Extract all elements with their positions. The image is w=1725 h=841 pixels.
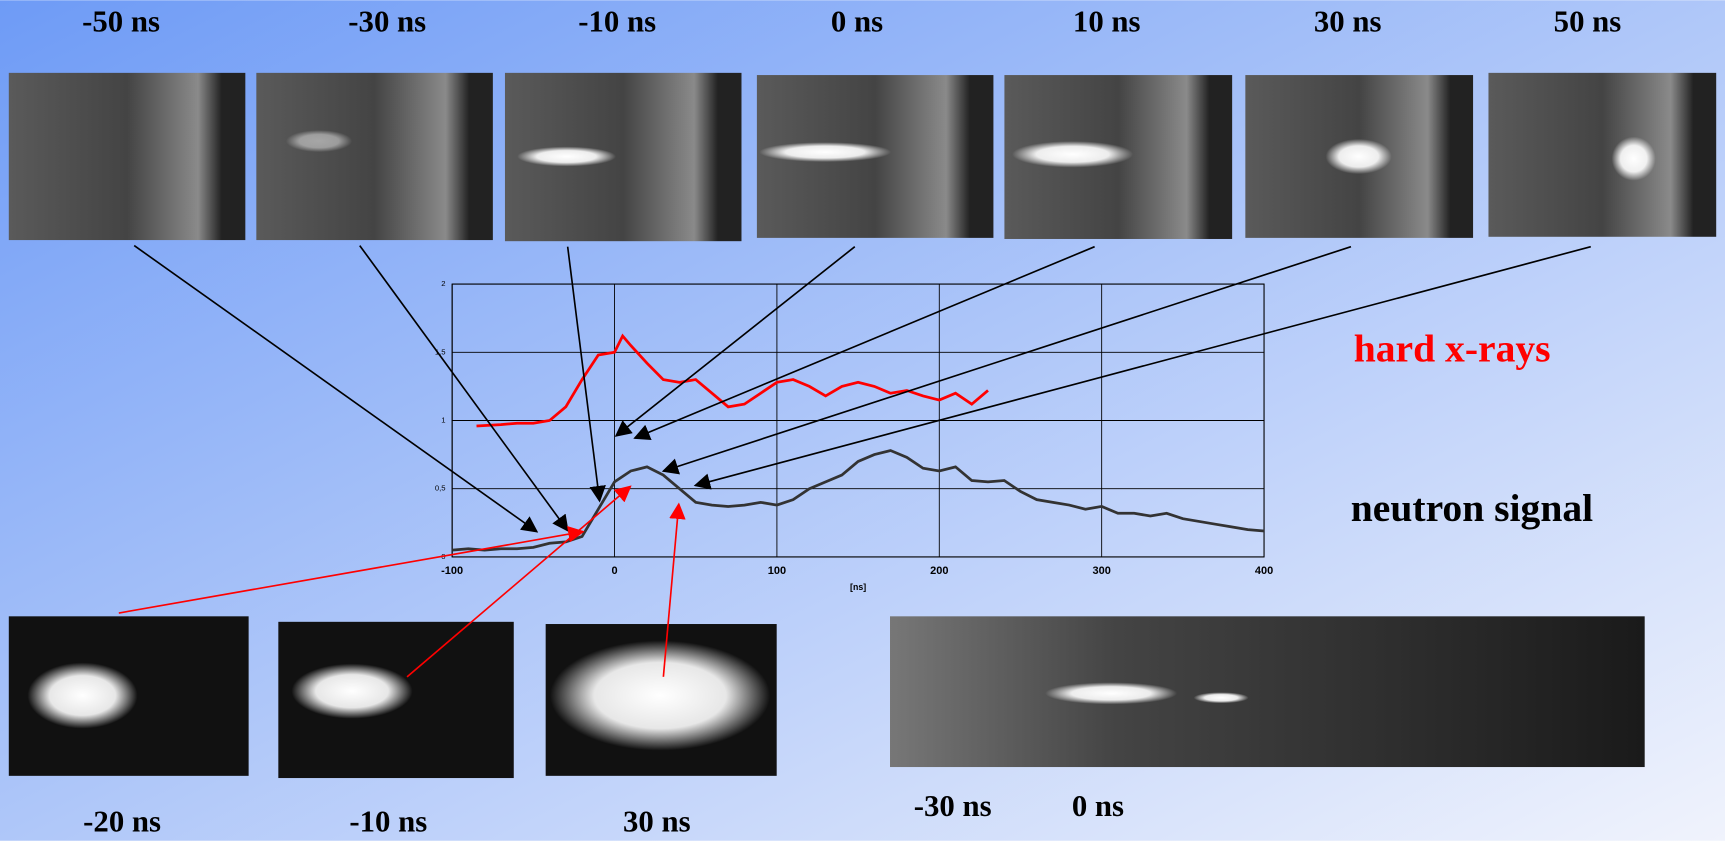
photo-label: 30 ns	[1314, 5, 1382, 39]
photo-label: 10 ns	[1073, 5, 1141, 39]
bottom-photos	[8, 616, 1645, 779]
x-tick-label: 0	[611, 565, 617, 577]
x-tick-label: 300	[1092, 565, 1110, 577]
photo-label: -10 ns	[578, 5, 656, 39]
y-tick-label: 1,5	[435, 347, 446, 356]
photo-label: -30 ns	[914, 789, 992, 823]
series-label: neutron signal	[1351, 486, 1593, 530]
y-tick-label: 0,5	[435, 484, 446, 493]
photo-label: -30 ns	[348, 5, 426, 39]
photo-label: 30 ns	[623, 804, 691, 838]
y-tick-label: 2	[441, 279, 445, 288]
photo-labels: -50 ns -30 ns -10 ns 0 ns 10 ns 30 ns 50…	[82, 5, 1621, 839]
photo-label: -20 ns	[83, 804, 161, 838]
photo-label: -50 ns	[82, 5, 160, 39]
data-line	[452, 449, 1265, 552]
photo-label: 0 ns	[1072, 789, 1124, 823]
x-axis-label: [ns]	[850, 582, 866, 592]
photo-label: -10 ns	[349, 804, 427, 838]
x-tick-label: -100	[441, 565, 463, 577]
arrows	[118, 244, 1591, 678]
series-label: hard x-rays	[1354, 326, 1551, 370]
photo-label: 0 ns	[831, 5, 883, 39]
data-line	[476, 333, 989, 428]
photo-label: 50 ns	[1554, 5, 1622, 39]
top-photos	[8, 72, 1717, 242]
y-tick-label: 1	[441, 416, 445, 425]
x-tick-label: 100	[768, 565, 786, 577]
x-tick-label: 400	[1255, 565, 1273, 577]
x-tick-label: 200	[930, 565, 948, 577]
